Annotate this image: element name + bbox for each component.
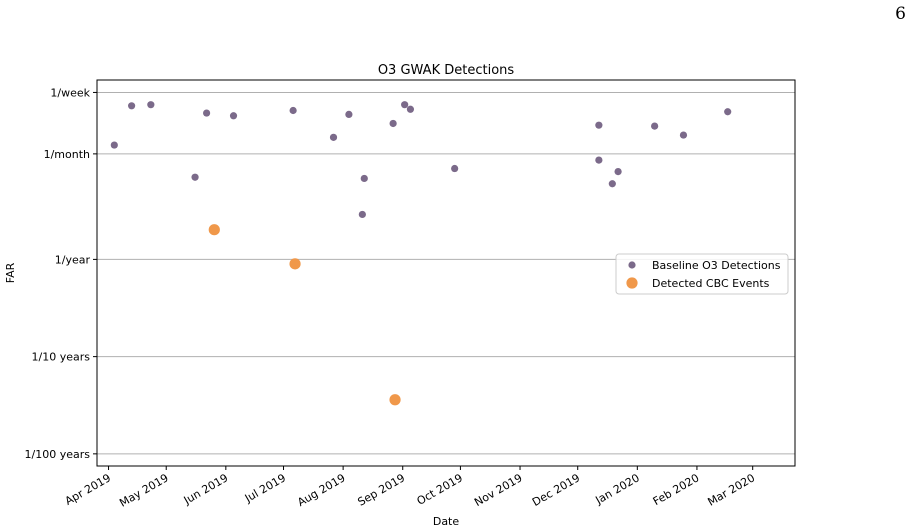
y-axis-ticks: 1/week 1/month 1/year 1/10 years 1/100 years (25, 86, 97, 461)
legend-box (615, 253, 789, 295)
data-point-baseline-12 (401, 101, 409, 109)
data-point-baseline-19 (651, 122, 659, 130)
y-tick-label-1: 1/month (44, 148, 90, 161)
data-point-baseline-20 (679, 131, 688, 139)
x-axis-ticks: Apr 2019 May 2019 Jun 2019 Jul 2019 Aug 2019… (63, 466, 757, 510)
y-tick-label-0: 1/week (50, 86, 90, 99)
chart-title: O3 GWAK Detections (378, 63, 515, 78)
legend-marker-1 (626, 277, 638, 289)
x-tick-label-10: Feb 2020 (651, 471, 702, 508)
x-tick-label-6: Oct 2019 (415, 471, 465, 508)
legend: Baseline O3 Detections Detected CBC Event… (615, 253, 789, 295)
x-tick-label-9: Jan 2020 (592, 471, 641, 507)
data-point-baseline-6 (289, 106, 297, 115)
x-tick-label-4: Aug 2019 (295, 471, 347, 509)
legend-marker-0 (628, 261, 636, 269)
x-tick-label-5: Sep 2019 (355, 471, 407, 508)
data-point-cbc-1 (289, 258, 301, 270)
data-point-baseline-4 (203, 109, 211, 117)
data-point-baseline-17 (608, 180, 616, 188)
data-point-baseline-8 (345, 110, 353, 118)
x-tick-label-2: Jun 2019 (181, 471, 231, 507)
x-axis-label: Date (433, 515, 460, 528)
data-point-baseline-18 (614, 167, 622, 176)
x-tick-label-3: Jul 2019 (242, 471, 288, 505)
legend-label-0: Baseline O3 Detections (652, 259, 781, 272)
page-number: 6 (895, 4, 906, 24)
data-point-baseline-7 (329, 133, 338, 141)
data-point-baseline-11 (389, 119, 397, 128)
x-tick-label-1: May 2019 (117, 471, 170, 509)
data-point-baseline-3 (191, 173, 199, 181)
data-point-baseline-10 (360, 174, 368, 183)
data-point-baseline-21 (724, 108, 732, 116)
y-tick-label-3: 1/10 years (32, 351, 91, 364)
data-point-baseline-16 (595, 156, 603, 164)
data-point-baseline-0 (110, 141, 118, 149)
data-point-baseline-2 (147, 101, 155, 109)
legend-label-1: Detected CBC Events (652, 277, 770, 290)
data-point-cbc-2 (389, 394, 401, 406)
x-tick-label-7: Nov 2019 (472, 471, 524, 509)
x-tick-label-0: Apr 2019 (63, 471, 113, 508)
x-tick-label-8: Dec 2019 (530, 471, 582, 509)
data-point-baseline-5 (229, 112, 238, 120)
y-tick-label-2: 1/year (55, 253, 91, 266)
data-point-cbc-0 (208, 224, 220, 236)
y-axis-label: FAR (4, 262, 17, 283)
plot-frame (96, 79, 796, 467)
x-tick-label-11: Mar 2020 (705, 471, 757, 508)
data-points (110, 101, 732, 406)
data-point-baseline-1 (128, 102, 136, 110)
data-point-baseline-15 (595, 121, 603, 129)
y-tick-label-4: 1/100 years (25, 448, 91, 461)
data-point-baseline-9 (358, 210, 366, 219)
data-point-baseline-14 (451, 164, 459, 173)
data-point-baseline-13 (406, 105, 415, 113)
